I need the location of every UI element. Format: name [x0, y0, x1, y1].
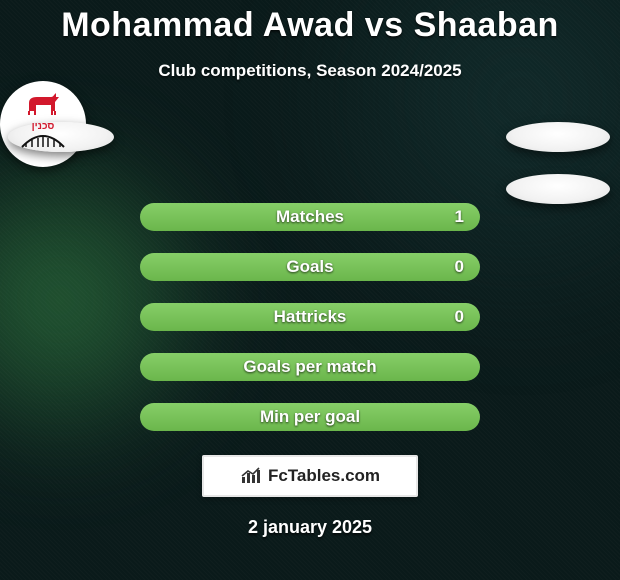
goat-icon [23, 93, 63, 117]
stat-value-right: 1 [455, 203, 464, 231]
stat-value-right: 0 [455, 303, 464, 331]
stat-row-goals-per-match: Goals per match [140, 353, 480, 381]
player1-flag-badge: סכנין [0, 81, 86, 167]
page-title: Mohammad Awad vs Shaaban [0, 0, 620, 45]
stat-label: Goals [140, 253, 480, 281]
watermark[interactable]: FcTables.com [202, 455, 418, 497]
stat-row-matches: Matches 1 [140, 203, 480, 231]
stat-label: Goals per match [140, 353, 480, 381]
player2-club-badge [506, 122, 610, 152]
player2-flag-badge [506, 174, 610, 204]
stats-container: Matches 1 Goals 0 Hattricks 0 Goals per … [0, 203, 620, 431]
stat-label: Matches [140, 203, 480, 231]
stat-row-hattricks: Hattricks 0 [140, 303, 480, 331]
bar-chart-icon [240, 467, 262, 485]
subtitle: Club competitions, Season 2024/2025 [0, 61, 620, 81]
stat-row-goals: Goals 0 [140, 253, 480, 281]
stat-value-right: 0 [455, 253, 464, 281]
stat-label: Hattricks [140, 303, 480, 331]
watermark-text: FcTables.com [268, 466, 380, 486]
footer-date: 2 january 2025 [0, 517, 620, 538]
stat-row-min-per-goal: Min per goal [140, 403, 480, 431]
stat-label: Min per goal [140, 403, 480, 431]
arch-icon [20, 131, 66, 149]
